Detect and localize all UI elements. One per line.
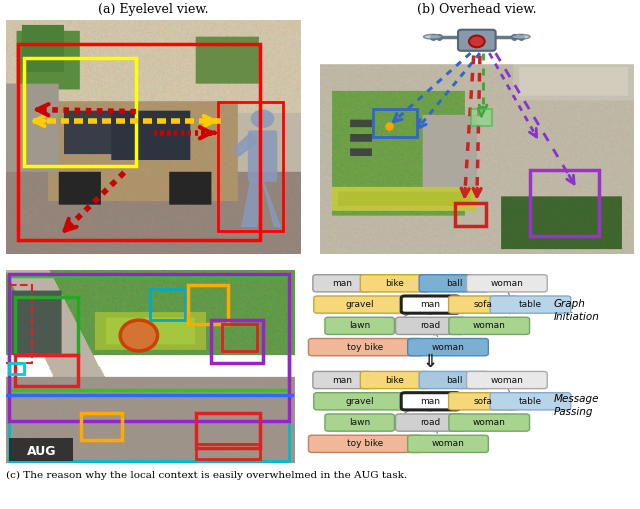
- Text: (c) The reason why the local context is easily overwhelmed in the AUG task.: (c) The reason why the local context is …: [6, 471, 408, 480]
- FancyBboxPatch shape: [308, 338, 422, 356]
- FancyBboxPatch shape: [467, 372, 547, 389]
- FancyBboxPatch shape: [325, 414, 394, 431]
- Text: sofa: sofa: [474, 397, 493, 406]
- Bar: [4, 285, 33, 362]
- Text: gravel: gravel: [346, 300, 374, 309]
- Polygon shape: [262, 180, 280, 227]
- Ellipse shape: [424, 35, 442, 39]
- Polygon shape: [233, 133, 257, 156]
- Text: woman: woman: [431, 439, 465, 448]
- Bar: [10, 362, 24, 374]
- Ellipse shape: [120, 320, 157, 351]
- Text: man: man: [420, 300, 440, 309]
- FancyBboxPatch shape: [313, 275, 371, 292]
- Text: Message
Passing: Message Passing: [554, 393, 600, 417]
- Text: toy bike: toy bike: [348, 343, 384, 352]
- FancyBboxPatch shape: [360, 275, 429, 292]
- Circle shape: [251, 109, 275, 128]
- Bar: [530, 170, 599, 236]
- Text: bike: bike: [385, 279, 404, 288]
- FancyBboxPatch shape: [401, 296, 460, 313]
- Bar: [373, 109, 417, 137]
- Ellipse shape: [511, 35, 530, 39]
- FancyBboxPatch shape: [449, 414, 529, 431]
- Bar: [218, 102, 283, 231]
- Title: (b) Overhead view.: (b) Overhead view.: [417, 4, 536, 16]
- FancyBboxPatch shape: [490, 392, 571, 410]
- FancyBboxPatch shape: [419, 275, 488, 292]
- Text: lawn: lawn: [349, 321, 371, 330]
- Text: AUG: AUG: [27, 445, 56, 458]
- FancyBboxPatch shape: [313, 372, 371, 389]
- Bar: [455, 203, 486, 227]
- Bar: [15, 297, 79, 355]
- FancyBboxPatch shape: [314, 296, 406, 313]
- Text: woman: woman: [490, 376, 524, 384]
- FancyBboxPatch shape: [248, 130, 277, 182]
- FancyBboxPatch shape: [408, 435, 488, 453]
- Title: (a) Eyelevel view.: (a) Eyelevel view.: [99, 4, 209, 16]
- Bar: [10, 274, 289, 420]
- Text: woman: woman: [473, 321, 506, 330]
- FancyBboxPatch shape: [449, 317, 529, 334]
- Bar: [470, 109, 493, 126]
- FancyBboxPatch shape: [408, 338, 488, 356]
- Circle shape: [469, 36, 484, 47]
- FancyBboxPatch shape: [449, 296, 518, 313]
- FancyBboxPatch shape: [325, 317, 394, 334]
- Text: gravel: gravel: [346, 397, 374, 406]
- Text: man: man: [420, 397, 440, 406]
- FancyBboxPatch shape: [360, 372, 429, 389]
- Text: bike: bike: [385, 376, 404, 384]
- Text: ball: ball: [445, 376, 462, 384]
- FancyBboxPatch shape: [490, 296, 571, 313]
- Text: Graph
Initiation: Graph Initiation: [554, 299, 600, 322]
- Text: sofa: sofa: [474, 300, 493, 309]
- Text: road: road: [420, 321, 440, 330]
- FancyBboxPatch shape: [401, 392, 460, 410]
- Text: table: table: [519, 300, 542, 309]
- Bar: [81, 413, 122, 440]
- FancyBboxPatch shape: [314, 392, 406, 410]
- Bar: [18, 44, 260, 240]
- FancyBboxPatch shape: [419, 372, 488, 389]
- Text: lawn: lawn: [349, 418, 371, 427]
- Text: man: man: [332, 279, 352, 288]
- Bar: [196, 413, 260, 448]
- FancyBboxPatch shape: [396, 414, 465, 431]
- Polygon shape: [242, 180, 262, 227]
- Bar: [211, 320, 263, 362]
- Bar: [196, 444, 260, 459]
- Text: woman: woman: [473, 418, 506, 427]
- Text: woman: woman: [490, 279, 524, 288]
- FancyBboxPatch shape: [458, 30, 495, 51]
- Text: ball: ball: [445, 279, 462, 288]
- Bar: [188, 285, 228, 324]
- FancyBboxPatch shape: [396, 317, 465, 334]
- FancyBboxPatch shape: [467, 275, 547, 292]
- Bar: [24, 58, 136, 165]
- Text: table: table: [519, 397, 542, 406]
- FancyBboxPatch shape: [449, 392, 518, 410]
- Text: road: road: [420, 418, 440, 427]
- Bar: [223, 324, 257, 351]
- Text: ⇓: ⇓: [423, 353, 438, 371]
- Bar: [150, 289, 185, 320]
- FancyBboxPatch shape: [308, 435, 422, 453]
- Text: toy bike: toy bike: [348, 439, 384, 448]
- Bar: [15, 355, 79, 386]
- Text: man: man: [332, 376, 352, 384]
- Bar: [10, 438, 73, 461]
- Bar: [10, 275, 289, 390]
- Text: woman: woman: [431, 343, 465, 352]
